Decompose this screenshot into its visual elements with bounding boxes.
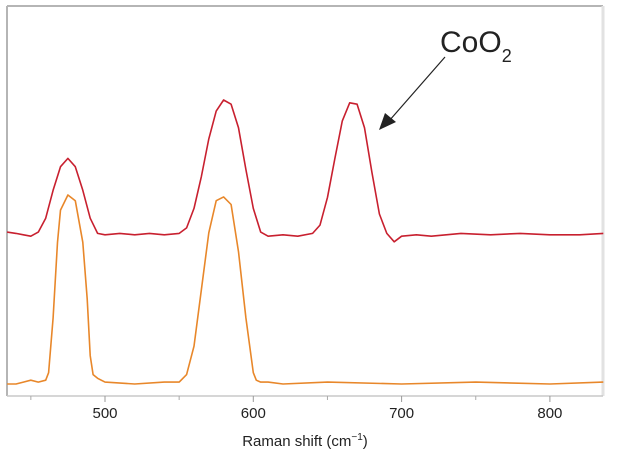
- plot-area: [7, 6, 603, 396]
- series-coo2-line: [6, 99, 604, 243]
- annotation-label: CoO2: [440, 26, 512, 66]
- x-tick-label: 700: [389, 405, 414, 422]
- annotation-arrow-line: [388, 56, 446, 122]
- series-reference-line: [7, 194, 604, 385]
- arrow-head-icon: [379, 113, 396, 130]
- x-tick-label: 500: [92, 405, 117, 422]
- x-tick-label: 600: [241, 405, 266, 422]
- x-tick-label: 800: [537, 405, 562, 422]
- coo2-annotation: CoO2: [379, 26, 512, 130]
- x-axis-title: Raman shift (cm−1): [242, 432, 368, 450]
- x-axis-tick-labels: 500 600 700 800: [92, 405, 562, 422]
- x-axis-ticks: [30, 396, 551, 402]
